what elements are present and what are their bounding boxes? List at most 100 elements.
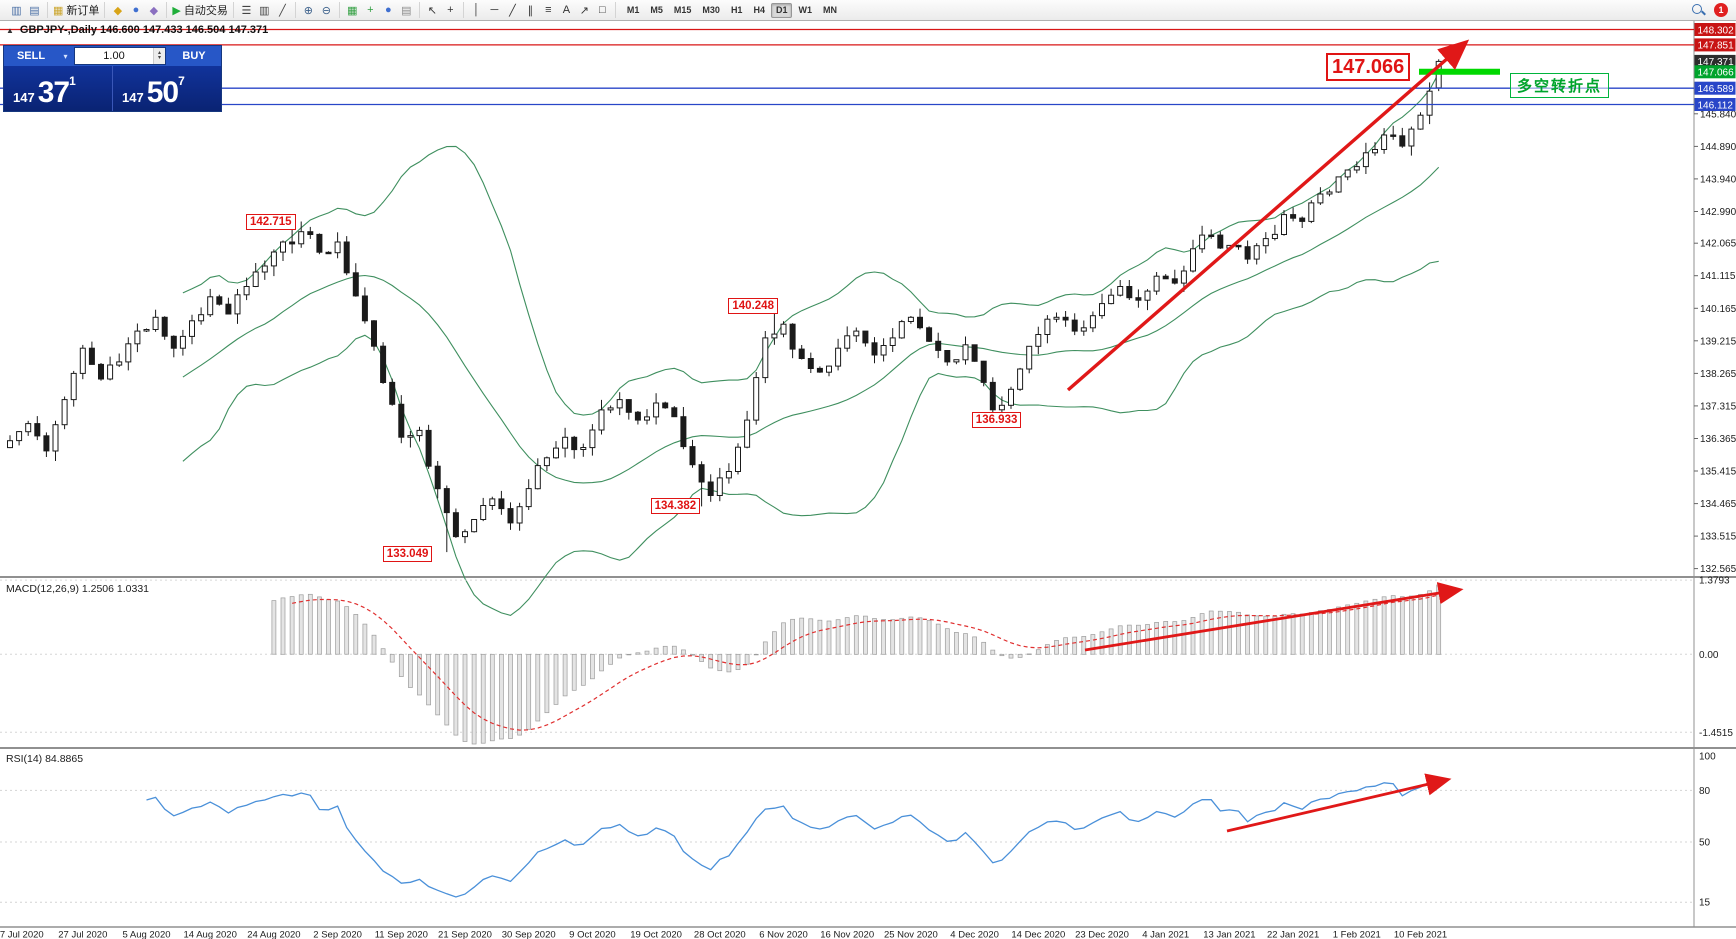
timeframe-d1[interactable]: D1 xyxy=(770,2,793,18)
macd-tick-label: 1.3793 xyxy=(1699,576,1730,587)
timeframe-w1[interactable]: W1 xyxy=(798,4,812,15)
swing-price-label[interactable]: 140.248 xyxy=(728,298,778,315)
vertical-line-icon: │ xyxy=(472,4,480,16)
auto-trading-button-label: 自动交易 xyxy=(183,5,228,17)
indicators-icon: + xyxy=(367,4,374,16)
swing-price-label[interactable]: 133.049 xyxy=(382,546,433,563)
crosshair-icon: + xyxy=(447,4,454,16)
timeframe-toolbar: M1 M5 M15 M30 H1 H4 D1 W1 MN xyxy=(622,2,842,18)
price-tick-label: 137.315 xyxy=(1700,401,1736,412)
rsi-tick-label: 15 xyxy=(1699,898,1711,909)
trade-widget-header: SELL ▾ ▴▾ BUY xyxy=(4,46,221,66)
date-label: 28 Oct 2020 xyxy=(694,930,746,939)
date-label: 19 Oct 2020 xyxy=(630,930,682,939)
market-watch-icon[interactable]: ◆ xyxy=(109,2,126,18)
toolbar-group: ☰ ▥ ╱ xyxy=(234,2,296,18)
toolbar-group: ↖ + xyxy=(420,2,464,18)
profiles-icon[interactable]: ▤ xyxy=(26,2,43,18)
new-order-button[interactable]: ▦ 新订单 xyxy=(52,2,100,18)
search-icon[interactable] xyxy=(1691,3,1706,18)
crosshair-icon[interactable]: + xyxy=(442,2,459,18)
periods-icon: ● xyxy=(385,4,392,16)
terminal-icon[interactable]: ◆ xyxy=(145,2,162,18)
toolbar: ▥ ▤ ▦ 新订单 ◆ ● ◆ ▶ 自动交易 ☰ ▥ ╱ ⊕ ⊖ ▦ + ● ▤ ↖ + │ ─ ╱ ∥ ≡ A ↗ □ M1 M5 M1… xyxy=(0,0,1736,21)
axis-price-box-label: 146.112 xyxy=(1698,100,1734,111)
buy-price-panel[interactable]: 147 50 7 xyxy=(112,66,221,111)
volume-input[interactable] xyxy=(75,48,153,64)
date-label: 27 Jul 2020 xyxy=(58,930,107,939)
timeframe-m15[interactable]: M15 xyxy=(673,4,692,15)
candlestick-chart-icon[interactable]: ▥ xyxy=(256,2,273,18)
timeframe-h1[interactable]: H1 xyxy=(730,4,743,15)
channel-icon[interactable]: ∥ xyxy=(522,2,539,18)
date-label: 14 Dec 2020 xyxy=(1011,930,1065,939)
bar-chart-icon[interactable]: ☰ xyxy=(238,2,255,18)
swing-price-label[interactable]: 134.382 xyxy=(650,498,701,515)
periods-icon[interactable]: ● xyxy=(380,2,397,18)
timeframe-m30[interactable]: M30 xyxy=(702,4,720,15)
trade-options-dropdown[interactable]: ▾ xyxy=(58,46,73,66)
timeframe-m5[interactable]: M5 xyxy=(650,4,663,15)
macd-tick-label: 0.00 xyxy=(1699,650,1719,661)
buy-button[interactable]: BUY xyxy=(167,46,221,66)
timeframe-m1[interactable]: M1 xyxy=(626,4,640,15)
market-watch-icon: ◆ xyxy=(113,4,123,17)
fibonacci-icon[interactable]: ≡ xyxy=(540,2,557,18)
cursor-icon: ↖ xyxy=(427,4,437,17)
chevron-down-icon: ▾ xyxy=(63,51,68,61)
date-label: 11 Sep 2020 xyxy=(375,930,428,939)
notification-badge[interactable]: 1 xyxy=(1714,3,1728,17)
axis-price-box-label: 147.371 xyxy=(1698,57,1735,68)
candlestick-chart-icon: ▥ xyxy=(259,4,270,17)
sell-button[interactable]: SELL xyxy=(4,46,58,66)
navigator-icon: ● xyxy=(132,4,140,16)
shapes-icon[interactable]: □ xyxy=(594,2,611,18)
volume-stepper[interactable]: ▴ ▾ xyxy=(153,48,165,64)
tile-windows-icon[interactable]: ▦ xyxy=(344,2,361,18)
price-tick-label: 141.115 xyxy=(1700,271,1736,282)
zoom-out-icon: ⊖ xyxy=(321,4,331,17)
trend-arrow-macd[interactable] xyxy=(1084,582,1464,652)
horizontal-line-icon[interactable]: ─ xyxy=(486,2,503,18)
new-order-icon: ▦ xyxy=(53,4,64,17)
candles[interactable] xyxy=(7,59,1442,553)
trend-arrow-rsi[interactable] xyxy=(1226,773,1452,833)
date-label: 13 Jan 2021 xyxy=(1203,930,1255,939)
highlight-price-annotation[interactable]: 147.066 xyxy=(1326,53,1411,81)
price-tick-label: 142.065 xyxy=(1700,239,1736,250)
axis-price-box xyxy=(1694,98,1736,111)
swing-price-label[interactable]: 142.715 xyxy=(246,213,296,230)
macd-signal-line xyxy=(291,594,1439,731)
indicators-icon[interactable]: + xyxy=(362,2,379,18)
text-icon[interactable]: A xyxy=(558,2,575,18)
trend-arrow-main[interactable] xyxy=(1066,39,1470,392)
volume-field: ▴▾ xyxy=(74,47,166,65)
candlestick-window-icon[interactable]: ▥ xyxy=(8,2,25,18)
templates-icon: ▤ xyxy=(401,4,412,17)
price-tick-label: 138.265 xyxy=(1700,369,1736,380)
line-chart-icon: ╱ xyxy=(279,4,286,17)
timeframe-h4[interactable]: H4 xyxy=(753,4,765,15)
arrows-icon[interactable]: ↗ xyxy=(576,2,593,18)
one-click-collapse-icon[interactable]: ▲ xyxy=(6,25,14,35)
timeframe-mn[interactable]: MN xyxy=(822,4,837,15)
vertical-line-icon[interactable]: │ xyxy=(468,2,485,18)
price-tick-label: 144.890 xyxy=(1700,142,1736,153)
date-label: 25 Nov 2020 xyxy=(884,930,938,939)
cursor-icon[interactable]: ↖ xyxy=(424,2,441,18)
line-chart-icon[interactable]: ╱ xyxy=(274,2,291,18)
swing-price-label[interactable]: 136.933 xyxy=(971,411,1022,428)
sell-price-panel[interactable]: 147 37 1 xyxy=(4,66,112,111)
candlestick-window-icon: ▥ xyxy=(11,4,22,17)
axis-price-box xyxy=(1694,54,1736,68)
trendline-icon[interactable]: ╱ xyxy=(504,2,521,18)
templates-icon[interactable]: ▤ xyxy=(398,2,415,18)
axis-price-box-label: 147.066 xyxy=(1698,68,1735,79)
zoom-in-icon[interactable]: ⊕ xyxy=(300,2,317,18)
zoom-out-icon[interactable]: ⊖ xyxy=(318,2,335,18)
auto-trading-button[interactable]: ▶ 自动交易 xyxy=(171,2,228,18)
turning-point-annotation[interactable]: 多空转折点 xyxy=(1510,73,1610,98)
navigator-icon[interactable]: ● xyxy=(127,2,144,18)
